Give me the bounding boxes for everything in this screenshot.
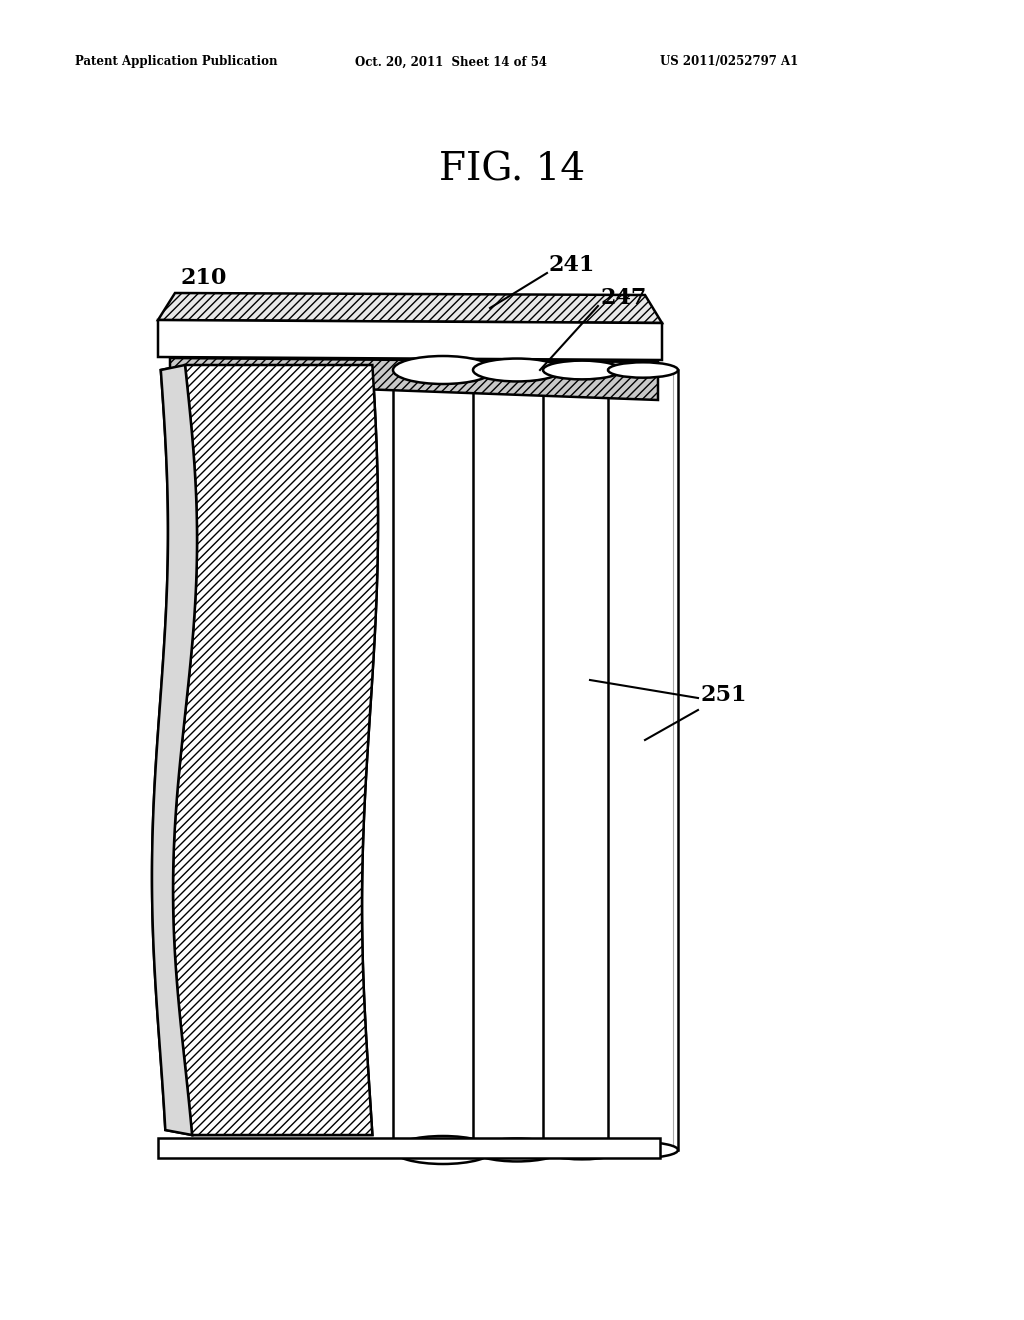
Ellipse shape (473, 1139, 561, 1162)
Bar (608, 370, 678, 1150)
Text: Oct. 20, 2011  Sheet 14 of 54: Oct. 20, 2011 Sheet 14 of 54 (355, 55, 547, 69)
Bar (473, 370, 561, 1150)
Polygon shape (152, 366, 197, 1135)
Ellipse shape (393, 356, 493, 384)
Polygon shape (158, 293, 662, 323)
Text: Patent Application Publication: Patent Application Publication (75, 55, 278, 69)
Bar (158, 1138, 660, 1158)
Ellipse shape (608, 1142, 678, 1158)
Ellipse shape (473, 359, 561, 381)
Polygon shape (158, 319, 662, 360)
Text: US 2011/0252797 A1: US 2011/0252797 A1 (660, 55, 799, 69)
Text: FIG. 14: FIG. 14 (439, 152, 585, 189)
Ellipse shape (608, 362, 678, 378)
Ellipse shape (393, 1137, 493, 1164)
Polygon shape (173, 366, 378, 1135)
Polygon shape (170, 358, 658, 400)
Text: 210: 210 (180, 267, 226, 289)
Text: 247: 247 (600, 286, 646, 309)
Polygon shape (173, 366, 378, 1135)
Bar (543, 370, 621, 1150)
Text: 241: 241 (548, 253, 594, 276)
Text: 251: 251 (700, 684, 746, 706)
Bar (393, 370, 493, 1150)
Ellipse shape (543, 1140, 621, 1159)
Ellipse shape (543, 360, 621, 379)
Polygon shape (152, 366, 197, 1135)
